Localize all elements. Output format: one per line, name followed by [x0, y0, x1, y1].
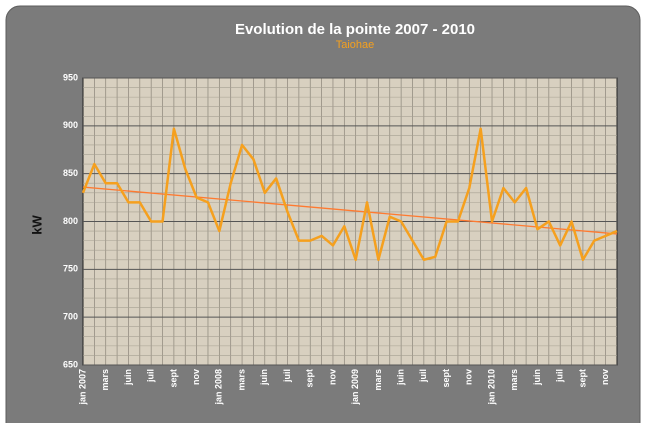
chart-title: Evolution de la pointe 2007 - 2010	[235, 21, 475, 38]
x-tick-label: nov	[600, 369, 610, 385]
x-tick-label: nov	[464, 369, 474, 385]
x-tick-label: juin	[532, 369, 542, 386]
x-tick-label: mars	[509, 369, 519, 391]
x-tick-label: jan 2010	[486, 369, 496, 406]
y-axis-label: kW	[29, 215, 44, 235]
trend-line	[82, 186, 618, 235]
chart-subtitle: Taiohae	[336, 39, 375, 51]
y-tick-label: 800	[63, 216, 78, 226]
x-tick-label: mars	[236, 369, 246, 391]
data-line	[81, 127, 618, 262]
x-tick-label: sept	[305, 369, 315, 388]
x-tick-label: jan 2008	[214, 369, 224, 406]
x-tick-label: juil	[282, 369, 292, 383]
x-tick-label: juin	[259, 369, 269, 386]
y-tick-label: 700	[63, 312, 78, 322]
x-tick-label: mars	[100, 369, 110, 391]
x-tick-label: sept	[441, 369, 451, 388]
x-tick-label: juil	[418, 369, 428, 383]
x-tick-label: jan 2007	[77, 369, 87, 406]
y-tick-label: 900	[63, 120, 78, 130]
x-tick-label: sept	[577, 369, 587, 388]
x-tick-label: juin	[396, 369, 406, 386]
x-tick-label: juil	[146, 369, 156, 383]
x-tick-label: nov	[191, 369, 201, 385]
x-tick-label: mars	[373, 369, 383, 391]
y-tick-label: 650	[63, 359, 78, 369]
x-tick-label: juin	[123, 369, 133, 386]
x-tick-label: jan 2009	[350, 369, 360, 406]
x-tick-label: nov	[327, 369, 337, 385]
x-tick-label: juil	[555, 369, 565, 383]
y-tick-label: 850	[63, 168, 78, 178]
x-tick-label: sept	[168, 369, 178, 388]
y-tick-label: 750	[63, 264, 78, 274]
y-tick-label: 950	[63, 72, 78, 82]
